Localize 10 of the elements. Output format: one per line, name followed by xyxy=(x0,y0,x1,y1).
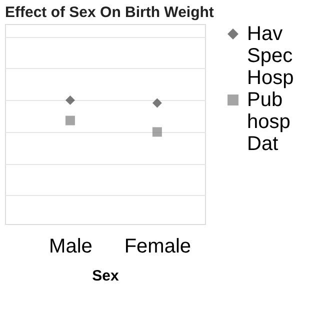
legend-label: Pub hosp Dat xyxy=(247,89,290,155)
x-tick-label: Male xyxy=(49,236,92,258)
point xyxy=(65,95,75,105)
point xyxy=(152,127,162,137)
chart-title: Effect of Sex On Birth Weight xyxy=(5,4,214,21)
point xyxy=(65,116,75,126)
x-tick-label: Female xyxy=(124,236,192,258)
x-axis-title: Sex xyxy=(92,268,120,284)
point xyxy=(152,98,162,108)
legend-label: Hav Spec Hosp xyxy=(247,23,294,89)
